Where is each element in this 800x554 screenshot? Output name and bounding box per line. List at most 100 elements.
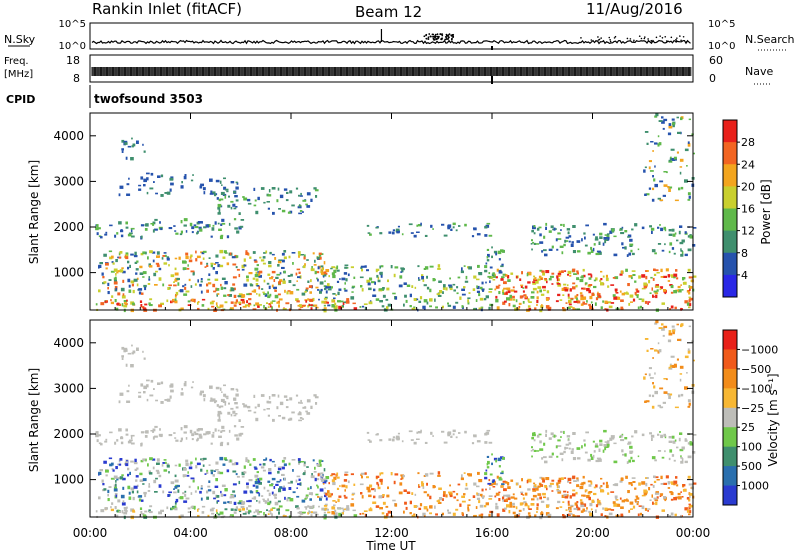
power-cell xyxy=(158,267,162,271)
power-cell xyxy=(312,252,315,255)
power-cell xyxy=(687,268,691,272)
power-cell xyxy=(156,255,160,258)
velocity-cell xyxy=(150,430,154,432)
velocity-cell xyxy=(544,485,548,489)
velocity-cell xyxy=(616,503,621,507)
velocity-cell xyxy=(593,450,596,453)
velocity-cell xyxy=(123,509,128,512)
velocity-cell xyxy=(664,499,667,502)
power-cell xyxy=(105,231,108,234)
velocity-cell xyxy=(230,388,235,391)
power-cell xyxy=(387,303,392,307)
velocity-cell xyxy=(314,396,319,399)
power-cell xyxy=(240,298,245,301)
power-cell xyxy=(437,264,441,268)
velocity-cell xyxy=(515,506,518,510)
velocity-cell xyxy=(442,498,444,501)
power-cell xyxy=(673,252,676,255)
power-cell xyxy=(281,266,285,269)
power-cell xyxy=(438,280,442,283)
nsearch-dot xyxy=(652,40,654,42)
power-cell xyxy=(541,250,544,253)
power-cell xyxy=(369,233,372,236)
velocity-cell xyxy=(131,442,135,445)
velocity-cell xyxy=(135,479,138,482)
velocity-cell xyxy=(520,492,523,495)
power-cell xyxy=(174,279,178,282)
velocity-cell xyxy=(423,515,426,517)
power-cell xyxy=(186,267,190,270)
power-cell xyxy=(485,262,488,265)
power-cell xyxy=(224,195,227,199)
velocity-cell xyxy=(670,512,674,516)
velocity-cell xyxy=(116,478,119,481)
velocity-cell xyxy=(464,430,467,434)
power-cell xyxy=(346,298,350,302)
velocity-cell xyxy=(424,441,428,444)
power-cell xyxy=(221,218,225,222)
power-cell xyxy=(331,272,335,276)
velocity-cell xyxy=(115,514,119,518)
power-cell xyxy=(113,281,118,285)
colorbar-swatch xyxy=(723,186,737,209)
nsearch-dot xyxy=(436,33,439,36)
velocity-cell xyxy=(532,433,536,437)
velocity-cell xyxy=(542,492,546,496)
velocity-cell xyxy=(238,480,241,485)
velocity-cell xyxy=(168,471,170,474)
power-cell xyxy=(532,225,534,228)
velocity-cell xyxy=(540,500,545,503)
velocity-cell xyxy=(654,322,658,325)
power-cell xyxy=(639,305,642,309)
velocity-cell xyxy=(331,506,334,509)
power-cell xyxy=(207,307,210,310)
power-cell xyxy=(201,298,206,301)
power-cell xyxy=(147,256,149,260)
velocity-cell xyxy=(302,512,306,514)
velocity-cell xyxy=(313,394,317,397)
power-cell xyxy=(210,264,213,268)
velocity-cell xyxy=(665,475,669,479)
velocity-cell xyxy=(302,406,307,409)
velocity-cell xyxy=(290,480,293,484)
velocity-cell xyxy=(460,477,464,481)
power-cell xyxy=(435,306,438,309)
power-cell xyxy=(209,178,213,182)
velocity-cell xyxy=(113,488,118,492)
power-cell xyxy=(199,283,202,287)
velocity-cell xyxy=(220,490,222,494)
velocity-cell xyxy=(503,494,507,497)
velocity-cell xyxy=(555,507,559,510)
power-cell xyxy=(131,137,133,140)
velocity-cell xyxy=(692,434,697,436)
power-cell xyxy=(379,232,383,235)
velocity-cell xyxy=(467,504,471,507)
power-cell xyxy=(261,288,264,290)
power-cell xyxy=(512,286,515,289)
velocity-cell xyxy=(361,476,363,479)
power-cell xyxy=(248,302,251,305)
power-cell xyxy=(127,233,132,237)
velocity-cell xyxy=(317,473,320,477)
power-cell xyxy=(172,298,175,301)
power-cell xyxy=(401,269,404,273)
velocity-cell xyxy=(185,497,190,500)
velocity-cell xyxy=(418,486,421,488)
velocity-cell xyxy=(299,402,303,404)
power-cell xyxy=(134,251,137,255)
velocity-cell xyxy=(242,512,247,515)
power-cell xyxy=(301,292,306,296)
power-cell xyxy=(178,256,181,260)
power-cell xyxy=(305,300,308,303)
power-cell xyxy=(208,273,211,276)
power-cell xyxy=(645,270,648,272)
velocity-cell xyxy=(360,472,365,475)
power-cell xyxy=(215,302,218,305)
velocity-cell xyxy=(131,490,134,494)
power-ylabel: Slant Range [km] xyxy=(27,160,41,264)
power-cell xyxy=(149,265,153,268)
velocity-cell xyxy=(134,458,137,462)
power-cell xyxy=(327,304,331,307)
power-cell xyxy=(132,143,136,147)
